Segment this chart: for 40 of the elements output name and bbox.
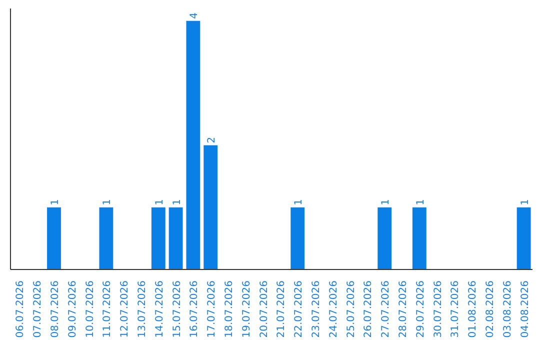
x-tick-label: 14.07.2026 xyxy=(154,280,166,338)
x-tick-label: 15.07.2026 xyxy=(172,280,183,338)
x-tick-label: 09.07.2026 xyxy=(67,280,78,338)
x-tick-label: 17.07.2026 xyxy=(206,280,218,338)
x-tick-label: 21.07.2026 xyxy=(276,280,288,338)
x-tick-label: 29.07.2026 xyxy=(415,280,426,338)
data-label: 4 xyxy=(189,12,200,19)
x-tick-label: 26.07.2026 xyxy=(363,280,374,338)
x-tick-label: 01.08.2026 xyxy=(468,280,479,338)
data-label: 2 xyxy=(206,136,218,144)
x-tick-label: 19.07.2026 xyxy=(241,280,252,338)
x-tick-label: 25.07.2026 xyxy=(346,280,357,338)
x-tick-label: 07.07.2026 xyxy=(32,280,44,338)
data-label: 1 xyxy=(415,198,426,206)
x-tick-label: 04.08.2026 xyxy=(520,280,531,338)
x-tick-label: 12.07.2026 xyxy=(120,280,131,338)
data-label: 1 xyxy=(380,198,392,206)
data-label: 1 xyxy=(102,198,114,206)
x-tick-label: 11.07.2026 xyxy=(102,280,114,338)
data-label: 1 xyxy=(172,198,183,206)
x-tick-label: 22.07.2026 xyxy=(294,280,305,338)
x-tick-label: 10.07.2026 xyxy=(84,280,96,338)
x-tick-label: 13.07.2026 xyxy=(137,280,148,338)
x-tick-label: 18.07.2026 xyxy=(224,280,235,338)
x-tick-label: 06.07.2026 xyxy=(15,280,26,338)
data-label: 1 xyxy=(520,198,531,206)
data-label: 1 xyxy=(294,198,305,206)
x-tick-label: 16.07.2026 xyxy=(189,280,200,338)
x-tick-label: 28.07.2026 xyxy=(398,280,409,338)
x-tick-label: 27.07.2026 xyxy=(380,280,392,338)
data-label: 1 xyxy=(154,198,166,206)
x-tick-label: 31.07.2026 xyxy=(450,280,462,338)
x-tick-label: 20.07.2026 xyxy=(258,280,270,338)
x-tick-label: 30.07.2026 xyxy=(432,280,444,338)
x-tick-label: 23.07.2026 xyxy=(311,280,322,338)
x-tick-label: 03.08.2026 xyxy=(502,280,514,338)
x-tick-label: 24.07.2026 xyxy=(328,280,340,338)
x-tick-label: 02.08.2026 xyxy=(485,280,496,338)
data-label: 1 xyxy=(50,198,61,206)
x-tick-label: 08.07.2026 xyxy=(50,280,61,338)
